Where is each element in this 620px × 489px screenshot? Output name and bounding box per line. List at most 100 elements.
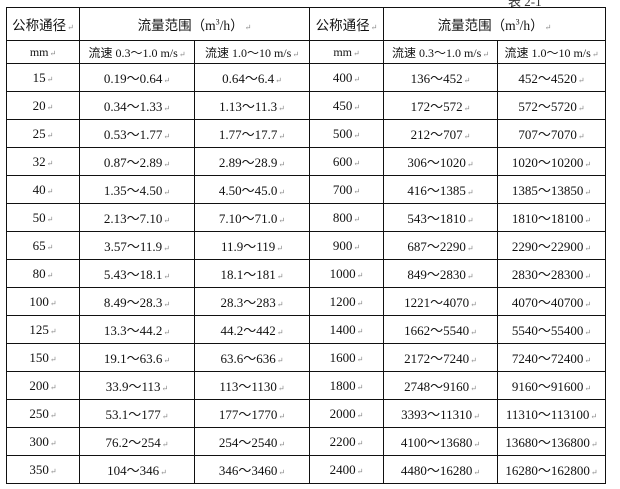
flow-high-cell: 346～3460: [194, 455, 310, 484]
flow-low-cell: 172～572: [383, 91, 498, 120]
cell-text: 13680～136800: [505, 435, 597, 450]
flow-low-cell: 104～346: [79, 455, 195, 484]
flow-low-cell: 53.1～177: [79, 399, 195, 428]
cell-text: 4.50～45.0: [219, 183, 285, 198]
cell-text: 2748～9160: [404, 379, 477, 394]
diameter-cell: 450: [309, 91, 384, 120]
cell-text: 1810～18100: [512, 211, 591, 226]
cell-text: 2290～22900: [512, 239, 591, 254]
cell-text: 687～2290: [407, 239, 473, 254]
cell-text: 200: [29, 378, 56, 393]
cell-text: 18.1～181: [221, 267, 284, 282]
cell-text: 76.2～254: [106, 435, 169, 450]
diameter-cell: 900: [309, 231, 384, 260]
diameter-cell: 2000: [309, 399, 384, 428]
cell-text: 33.9～113: [106, 379, 168, 394]
table-caption: 表 2-1: [508, 0, 542, 9]
diameter-cell: 15: [6, 63, 80, 92]
flow-low-cell: 849～2830: [383, 259, 498, 288]
cell-text: 500: [333, 126, 360, 141]
cell-text: 1.13～11.3: [219, 99, 285, 114]
flow-low-cell: 0.87～2.89: [79, 147, 195, 176]
table-row: 40 1.35～4.50 4.50～45.0 700 416～1385 1385～1385…: [6, 175, 606, 204]
flow-range-header: 流量范围（m3/h）: [383, 7, 606, 41]
cell-text: 1800: [330, 378, 364, 393]
flow-high-cell: 2290～22900: [497, 231, 606, 260]
flow-low-cell: 306～1020: [383, 147, 498, 176]
flow-low-cell: 2172～7240: [383, 343, 498, 372]
flow-low-cell: 1662～5540: [383, 315, 498, 344]
flow-low-cell: 416～1385: [383, 175, 498, 204]
cell-text: 2.89～28.9: [219, 155, 285, 170]
flow-high-cell: 1020～10200: [497, 147, 606, 176]
cell-text: 600: [333, 154, 360, 169]
diameter-cell: 1800: [309, 371, 384, 400]
table-row: 250 53.1～177 177～1770 2000 3393～11310 11310～1…: [6, 399, 606, 428]
flow-low-cell: 2748～9160: [383, 371, 498, 400]
table-row: 25 0.53～1.77 1.77～17.7 500 212～707 707～7070: [6, 119, 606, 148]
cell-text: 306～1020: [407, 155, 473, 170]
cell-text: 32: [33, 154, 54, 169]
cell-text: 2000: [330, 406, 364, 421]
flow-low-cell: 19.1～63.6: [79, 343, 195, 372]
diameter-cell: 350: [6, 455, 80, 484]
cell-text: 25: [33, 126, 54, 141]
cell-text: 53.1～177: [106, 407, 169, 422]
diameter-cell: 2400: [309, 455, 384, 484]
cell-text: 254～2540: [219, 435, 285, 450]
cell-text: 4070～40700: [512, 295, 591, 310]
diameter-cell: 20: [6, 91, 80, 120]
cell-text: 136～452: [411, 71, 471, 86]
cell-text: 7240～72400: [512, 351, 591, 366]
subheader-row: mm 流速 0.3～1.0 m/s 流速 1.0～10 m/s mm 流速 0.…: [6, 40, 606, 64]
header-row: 公称通径 流量范围（m3/h） 公称通径 流量范围（m3/h）: [6, 7, 606, 41]
flow-high-cell: 1385～13850: [497, 175, 606, 204]
flow-high-cell: 18.1～181: [194, 259, 310, 288]
flow-low-cell: 2.13～7.10: [79, 203, 195, 232]
cell-text: 2830～28300: [512, 267, 591, 282]
nominal-diameter-header: 公称通径: [309, 7, 384, 41]
table-row: 100 8.49～28.3 28.3～283 1200 1221～4070 4070～40…: [6, 287, 606, 316]
cell-text: 416～1385: [407, 183, 473, 198]
table-row: 150 19.1～63.6 63.6～636 1600 2172～7240 7240～72…: [6, 343, 606, 372]
table-row: 200 33.9～113 113～1130 1800 2748～9160 9160～916…: [6, 371, 606, 400]
table-row: 50 2.13～7.10 7.10～71.0 800 543～1810 1810～1810…: [6, 203, 606, 232]
table-row: 80 5.43～18.1 18.1～181 1000 849～2830 2830～2830…: [6, 259, 606, 288]
cell-text: 7.10～71.0: [219, 211, 285, 226]
cell-text: 2172～7240: [404, 351, 477, 366]
cell-text: 4100～13680: [401, 435, 480, 450]
flow-low-cell: 0.19～0.64: [79, 63, 195, 92]
cell-text: 104～346: [107, 463, 167, 478]
cell-text: 113～1130: [219, 379, 284, 394]
cell-text: 4480～16280: [401, 463, 480, 478]
flow-high-cell: 254～2540: [194, 427, 310, 456]
cell-text: 849～2830: [407, 267, 473, 282]
diameter-cell: 50: [6, 203, 80, 232]
flow-range-header: 流量范围（m3/h）: [79, 7, 310, 41]
diameter-cell: 800: [309, 203, 384, 232]
diameter-cell: 65: [6, 231, 80, 260]
cell-text: 0.53～1.77: [104, 127, 170, 142]
diameter-cell: 150: [6, 343, 80, 372]
cell-text: 44.2～442: [221, 323, 284, 338]
flow-low-cell: 3.57～11.9: [79, 231, 195, 260]
diameter-cell: 40: [6, 175, 80, 204]
cell-text: 1200: [330, 294, 364, 309]
cell-text: 1600: [330, 350, 364, 365]
cell-text: 2200: [330, 434, 364, 449]
flow-high-cell: 13680～136800: [497, 427, 606, 456]
cell-text: 13.3～44.2: [104, 323, 170, 338]
cell-text: 80: [33, 266, 54, 281]
diameter-cell: 32: [6, 147, 80, 176]
flow-low-cell: 1.35～4.50: [79, 175, 195, 204]
diameter-cell: 2200: [309, 427, 384, 456]
flow-low-cell: 3393～11310: [383, 399, 498, 428]
cell-text: 450: [333, 98, 360, 113]
cell-text: 1.77～17.7: [219, 127, 285, 142]
flow-low-cell: 1221～4070: [383, 287, 498, 316]
cell-text: 212～707: [411, 127, 471, 142]
flow-high-cell: 1.13～11.3: [194, 91, 310, 120]
diameter-cell: 1000: [309, 259, 384, 288]
cell-text: 2400: [330, 462, 364, 477]
cell-text: 350: [29, 462, 56, 477]
